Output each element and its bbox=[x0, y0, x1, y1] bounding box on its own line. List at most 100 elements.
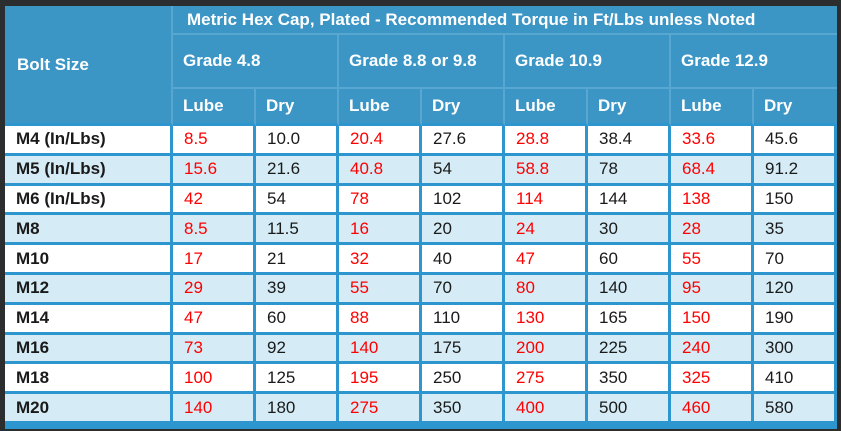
bolt-size-header: Bolt Size bbox=[5, 6, 173, 126]
row-label: M5 (In/Lbs) bbox=[5, 155, 173, 186]
torque-value-dry: 190 bbox=[754, 304, 837, 335]
torque-value-dry: 30 bbox=[588, 215, 671, 246]
row-label: M8 bbox=[5, 215, 173, 246]
row-label: M12 bbox=[5, 274, 173, 305]
torque-value-dry: 70 bbox=[422, 274, 505, 305]
torque-value-lube: 8.5 bbox=[173, 126, 256, 156]
torque-value-lube: 200 bbox=[505, 334, 588, 365]
torque-value-lube: 150 bbox=[671, 304, 754, 335]
row-label: M14 bbox=[5, 304, 173, 335]
sub-header-lube: Lube bbox=[671, 89, 754, 126]
torque-value-dry: 150 bbox=[754, 185, 837, 216]
torque-value-lube: 42 bbox=[173, 185, 256, 216]
torque-value-dry: 144 bbox=[588, 185, 671, 216]
torque-value-lube: 275 bbox=[339, 394, 422, 424]
torque-value-lube: 55 bbox=[671, 245, 754, 275]
torque-value-lube: 29 bbox=[173, 274, 256, 305]
sub-header-lube: Lube bbox=[173, 89, 256, 126]
torque-value-lube: 140 bbox=[339, 334, 422, 365]
torque-value-lube: 33.6 bbox=[671, 126, 754, 156]
torque-value-dry: 39 bbox=[256, 274, 339, 305]
torque-value-lube: 78 bbox=[339, 185, 422, 216]
torque-value-lube: 325 bbox=[671, 364, 754, 395]
torque-value-lube: 32 bbox=[339, 245, 422, 275]
torque-value-dry: 54 bbox=[422, 155, 505, 186]
sub-header-lube: Lube bbox=[505, 89, 588, 126]
grade-header: Grade 12.9 bbox=[671, 35, 837, 89]
sub-header-lube: Lube bbox=[339, 89, 422, 126]
torque-value-lube: 28.8 bbox=[505, 126, 588, 156]
torque-value-dry: 140 bbox=[588, 274, 671, 305]
row-label: M10 bbox=[5, 245, 173, 275]
torque-value-dry: 180 bbox=[256, 394, 339, 424]
torque-value-dry: 70 bbox=[754, 245, 837, 275]
torque-value-lube: 47 bbox=[173, 304, 256, 335]
torque-value-dry: 92 bbox=[256, 334, 339, 365]
torque-value-lube: 88 bbox=[339, 304, 422, 335]
torque-value-dry: 35 bbox=[754, 215, 837, 246]
torque-value-dry: 38.4 bbox=[588, 126, 671, 156]
torque-value-lube: 400 bbox=[505, 394, 588, 424]
torque-value-lube: 20.4 bbox=[339, 126, 422, 156]
torque-value-dry: 21.6 bbox=[256, 155, 339, 186]
torque-value-dry: 78 bbox=[588, 155, 671, 186]
torque-value-dry: 300 bbox=[754, 334, 837, 365]
row-label: M4 (In/Lbs) bbox=[5, 126, 173, 156]
grade-header: Grade 10.9 bbox=[505, 35, 671, 89]
torque-value-dry: 580 bbox=[754, 394, 837, 424]
torque-value-dry: 410 bbox=[754, 364, 837, 395]
torque-value-lube: 73 bbox=[173, 334, 256, 365]
torque-value-lube: 8.5 bbox=[173, 215, 256, 246]
torque-value-lube: 114 bbox=[505, 185, 588, 216]
torque-value-dry: 40 bbox=[422, 245, 505, 275]
torque-value-lube: 15.6 bbox=[173, 155, 256, 186]
torque-value-dry: 225 bbox=[588, 334, 671, 365]
torque-value-lube: 40.8 bbox=[339, 155, 422, 186]
torque-value-lube: 100 bbox=[173, 364, 256, 395]
row-label: M18 bbox=[5, 364, 173, 395]
torque-value-lube: 24 bbox=[505, 215, 588, 246]
sub-header-dry: Dry bbox=[754, 89, 837, 126]
torque-value-lube: 47 bbox=[505, 245, 588, 275]
torque-value-lube: 58.8 bbox=[505, 155, 588, 186]
torque-value-dry: 91.2 bbox=[754, 155, 837, 186]
sub-header-dry: Dry bbox=[256, 89, 339, 126]
torque-value-dry: 60 bbox=[256, 304, 339, 335]
torque-value-dry: 45.6 bbox=[754, 126, 837, 156]
torque-value-lube: 17 bbox=[173, 245, 256, 275]
torque-value-dry: 250 bbox=[422, 364, 505, 395]
torque-value-lube: 16 bbox=[339, 215, 422, 246]
torque-value-dry: 125 bbox=[256, 364, 339, 395]
torque-value-lube: 55 bbox=[339, 274, 422, 305]
torque-value-lube: 140 bbox=[173, 394, 256, 424]
table-title: Metric Hex Cap, Plated - Recommended Tor… bbox=[173, 6, 837, 35]
torque-value-dry: 60 bbox=[588, 245, 671, 275]
torque-value-lube: 460 bbox=[671, 394, 754, 424]
torque-value-dry: 350 bbox=[422, 394, 505, 424]
torque-value-dry: 10.0 bbox=[256, 126, 339, 156]
row-label: M16 bbox=[5, 334, 173, 365]
torque-value-lube: 68.4 bbox=[671, 155, 754, 186]
torque-value-lube: 195 bbox=[339, 364, 422, 395]
torque-value-dry: 175 bbox=[422, 334, 505, 365]
torque-value-dry: 54 bbox=[256, 185, 339, 216]
torque-value-dry: 165 bbox=[588, 304, 671, 335]
torque-value-lube: 28 bbox=[671, 215, 754, 246]
torque-value-dry: 110 bbox=[422, 304, 505, 335]
grade-header: Grade 8.8 or 9.8 bbox=[339, 35, 505, 89]
row-label: M20 bbox=[5, 394, 173, 424]
torque-value-dry: 500 bbox=[588, 394, 671, 424]
torque-value-lube: 275 bbox=[505, 364, 588, 395]
torque-value-dry: 20 bbox=[422, 215, 505, 246]
torque-value-dry: 11.5 bbox=[256, 215, 339, 246]
torque-value-dry: 102 bbox=[422, 185, 505, 216]
sub-header-dry: Dry bbox=[588, 89, 671, 126]
torque-value-lube: 240 bbox=[671, 334, 754, 365]
torque-value-dry: 120 bbox=[754, 274, 837, 305]
torque-value-dry: 27.6 bbox=[422, 126, 505, 156]
torque-value-dry: 21 bbox=[256, 245, 339, 275]
torque-value-lube: 138 bbox=[671, 185, 754, 216]
torque-value-lube: 95 bbox=[671, 274, 754, 305]
torque-value-dry: 350 bbox=[588, 364, 671, 395]
